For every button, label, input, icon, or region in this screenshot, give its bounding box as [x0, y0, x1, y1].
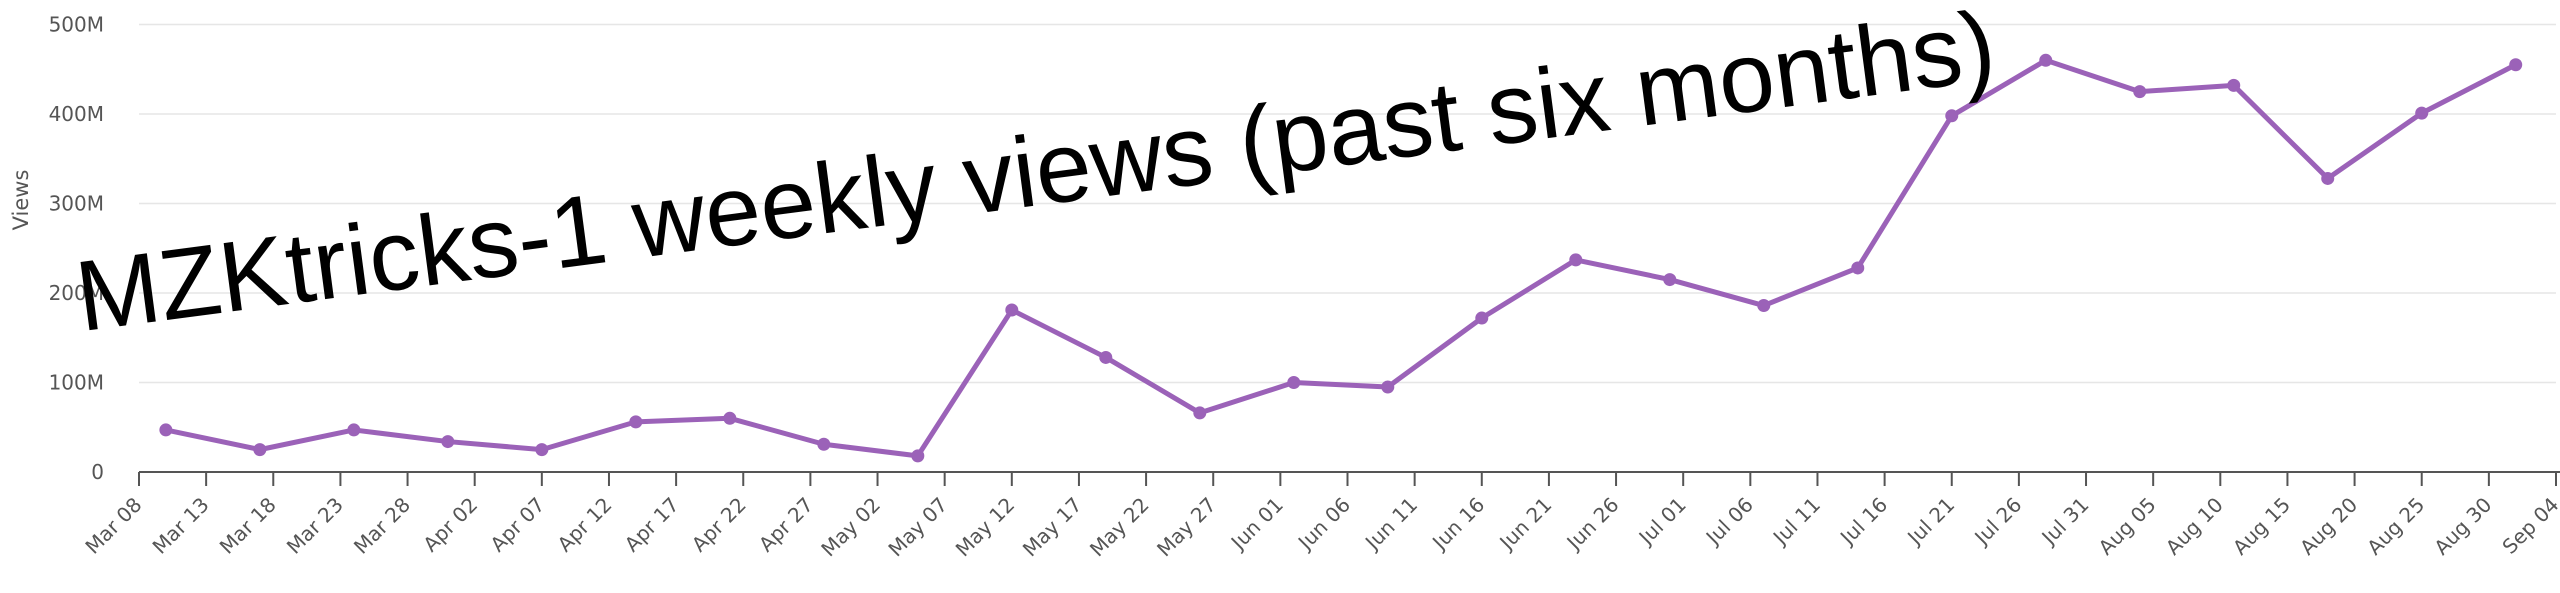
y-tick-label: 100M	[49, 371, 104, 395]
y-axis-label: Views	[9, 170, 33, 231]
x-tick-label: Jul 11	[1767, 493, 1825, 551]
x-tick-label: Apr 27	[754, 493, 818, 557]
x-tick-label: Apr 12	[553, 493, 617, 557]
x-tick-label: Mar 23	[282, 493, 348, 559]
x-tick-label: Jun 26	[1561, 493, 1624, 556]
x-tick-label: Jul 16	[1834, 493, 1892, 551]
x-tick-label: May 27	[1152, 493, 1221, 562]
x-tick-label: Jun 21	[1493, 493, 1556, 556]
data-point	[1663, 273, 1677, 287]
x-tick-label: May 22	[1085, 493, 1154, 562]
data-point	[1945, 109, 1959, 123]
x-tick-label: Mar 13	[148, 493, 214, 559]
x-tick-label: May 07	[884, 493, 953, 562]
data-point	[1757, 299, 1771, 313]
data-point	[1193, 406, 1207, 420]
data-point	[1099, 350, 1113, 364]
y-tick-label: 300M	[49, 192, 104, 216]
x-tick-label: Mar 08	[80, 493, 146, 559]
data-point	[253, 443, 267, 457]
data-point	[2227, 78, 2241, 92]
x-tick-label: Sep 04	[2497, 493, 2560, 559]
y-tick-label: 400M	[49, 102, 104, 126]
data-point	[1851, 261, 1865, 275]
x-tick-label: Jul 31	[2036, 493, 2094, 551]
data-point	[629, 415, 643, 429]
chart-title: MZKtricks-1 weekly views (past six month…	[70, 0, 2002, 353]
x-tick-label: Jul 01	[1633, 493, 1691, 551]
x-tick-label: Aug 15	[2228, 493, 2295, 560]
data-point	[347, 423, 361, 437]
data-point	[911, 449, 925, 463]
x-tick-label: Apr 02	[418, 493, 482, 557]
x-tick-label: Jun 06	[1292, 493, 1355, 556]
data-point	[2039, 53, 2053, 67]
x-tick-label: May 02	[816, 493, 885, 562]
data-point	[1569, 253, 1583, 267]
x-tick-label: Aug 30	[2429, 493, 2496, 560]
y-tick-label: 200M	[49, 281, 104, 305]
y-tick-label: 500M	[49, 13, 104, 37]
data-point	[159, 423, 173, 437]
x-tick-label: Jun 16	[1426, 493, 1489, 556]
x-tick-label: Apr 07	[485, 493, 549, 557]
data-point	[817, 437, 831, 451]
x-tick-label: Jun 01	[1225, 493, 1288, 556]
x-tick-label: May 12	[951, 493, 1020, 562]
x-tick-label: Mar 28	[349, 493, 415, 559]
x-tick-label: Jul 06	[1700, 493, 1758, 551]
data-point	[723, 411, 737, 425]
data-point	[1005, 303, 1019, 317]
x-tick-label: May 17	[1018, 493, 1087, 562]
data-point	[1475, 311, 1489, 325]
x-tick-label: Jul 21	[1901, 493, 1959, 551]
x-tick-label: Aug 05	[2094, 493, 2161, 560]
data-point	[441, 435, 455, 449]
data-point	[2133, 85, 2147, 99]
data-point	[1381, 380, 1395, 394]
x-tick-label: Jun 11	[1359, 493, 1422, 556]
x-tick-label: Mar 18	[215, 493, 281, 559]
data-point	[2415, 106, 2429, 120]
x-tick-label: Aug 20	[2295, 493, 2362, 560]
x-tick-label: Apr 17	[620, 493, 684, 557]
x-tick-label: Aug 25	[2362, 493, 2429, 560]
y-tick-label: 0	[91, 460, 104, 484]
data-line	[165, 57, 2517, 459]
plot-layer	[159, 53, 2523, 463]
x-tick-label: Apr 22	[687, 493, 751, 557]
data-point	[2509, 58, 2523, 72]
x-tick-label: Aug 10	[2161, 493, 2228, 560]
data-point	[535, 443, 549, 457]
data-point	[2321, 171, 2335, 185]
x-tick-label: Jul 26	[1968, 493, 2026, 551]
data-point	[1287, 376, 1301, 389]
